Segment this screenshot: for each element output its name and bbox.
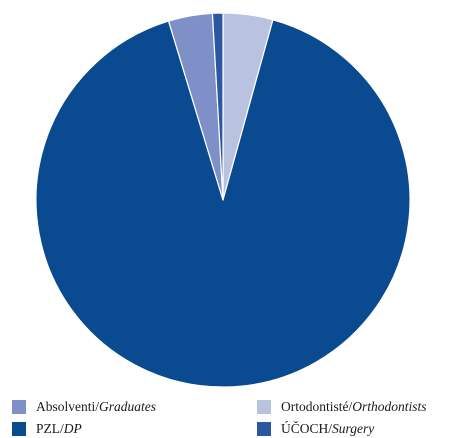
legend-item-surgery: ÚČOCH / Surgery <box>257 420 374 438</box>
legend-label-cs: Absolventi <box>36 399 96 414</box>
legend-label-en: DP <box>63 421 82 436</box>
legend-item-graduates: Absolventi / Graduates <box>12 398 156 416</box>
legend-label-en: Orthodontists <box>352 399 427 414</box>
legend-swatch-graduates <box>12 400 26 414</box>
legend-separator: / <box>328 421 333 436</box>
legend-label-cs: PZL <box>36 421 61 436</box>
legend-item-dp: PZL / DP <box>12 420 82 438</box>
legend-separator: / <box>95 399 100 414</box>
legend: Absolventi / Graduates Ortodontisté / Or… <box>12 398 452 436</box>
legend-label-en: Surgery <box>332 421 375 436</box>
legend-separator: / <box>348 399 353 414</box>
legend-swatch-dp <box>12 422 26 436</box>
legend-separator: / <box>60 421 64 436</box>
legend-swatch-orthodontists <box>257 400 271 414</box>
pie-slice-surgery <box>211 12 224 201</box>
legend-label-en: Graduates <box>99 399 157 414</box>
pie-slice-dp <box>35 19 411 388</box>
legend-label-cs: Ortodontisté <box>281 399 349 414</box>
legend-swatch-surgery <box>257 422 271 436</box>
legend-label-cs: ÚČOCH <box>281 421 329 436</box>
legend-item-orthodontists: Ortodontisté / Orthodontists <box>257 398 427 416</box>
